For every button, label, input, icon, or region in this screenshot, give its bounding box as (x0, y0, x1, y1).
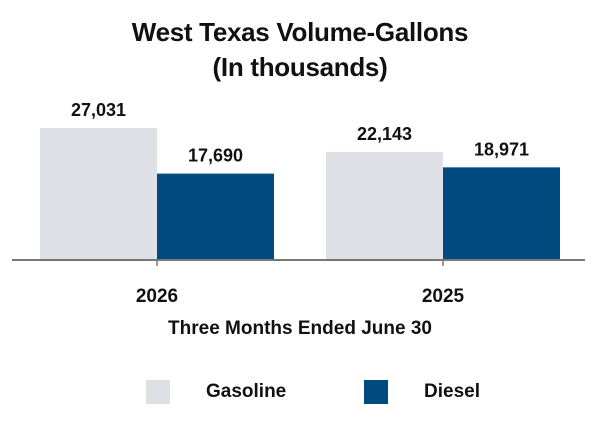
x-axis-label: Three Months Ended June 30 (168, 318, 432, 339)
chart-title: West Texas Volume-Gallons (131, 17, 469, 47)
legend-label-diesel: Diesel (424, 381, 480, 402)
data-label-gasoline-2026: 27,031 (71, 100, 126, 120)
category-label-2025: 2025 (422, 286, 465, 307)
bar-diesel-2025 (443, 167, 560, 260)
bar-gasoline-2025 (326, 151, 443, 260)
bar-chart: 27,031 17,690 2026 22,143 18,971 2025 (12, 100, 585, 307)
data-label-diesel-2026: 17,690 (188, 146, 243, 166)
legend-label-gasoline: Gasoline (206, 381, 287, 402)
data-label-gasoline-2025: 22,143 (357, 124, 412, 144)
legend: Gasoline Diesel (0, 378, 600, 408)
bar-diesel-2026 (157, 173, 274, 260)
legend-swatch-gasoline (146, 380, 170, 404)
chart-subtitle: (In thousands) (212, 52, 388, 82)
data-label-diesel-2025: 18,971 (474, 139, 529, 159)
legend-swatch-diesel (364, 380, 388, 404)
category-label-2026: 2026 (136, 286, 178, 307)
bar-gasoline-2026 (40, 128, 157, 260)
